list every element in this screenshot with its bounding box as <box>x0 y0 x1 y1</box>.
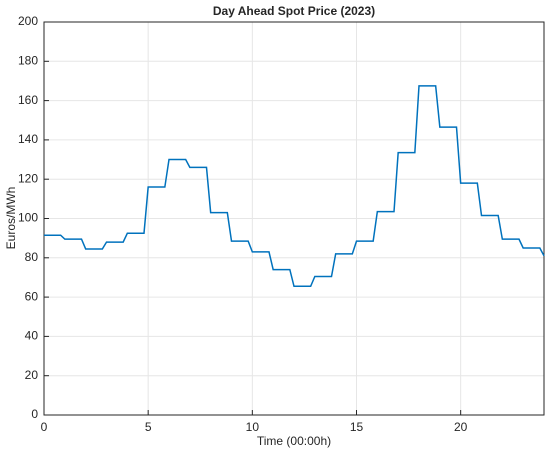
x-tick-label: 5 <box>145 420 152 434</box>
y-tick-label: 140 <box>18 132 38 146</box>
y-tick-label: 200 <box>18 14 38 28</box>
y-tick-label: 100 <box>18 211 38 225</box>
y-tick-label: 120 <box>18 171 38 185</box>
y-axis-label: Euros/MWh <box>4 187 18 250</box>
y-tick-label: 0 <box>31 407 38 421</box>
line-series <box>44 85 545 288</box>
y-tick-label: 180 <box>18 53 38 67</box>
chart-title: Day Ahead Spot Price (2023) <box>213 4 375 18</box>
y-tick-label: 60 <box>25 289 39 303</box>
x-tick-label: 20 <box>454 420 468 434</box>
y-tick-label: 80 <box>25 250 39 264</box>
x-tick-label: 10 <box>246 420 260 434</box>
y-tick-label: 160 <box>18 93 38 107</box>
plot-frame <box>43 21 545 416</box>
x-tick-label: 0 <box>41 420 48 434</box>
y-tick-label: 20 <box>25 368 39 382</box>
x-axis-label: Time (00:00h) <box>257 434 331 448</box>
x-tick-label: 15 <box>350 420 364 434</box>
y-tick-label: 40 <box>25 329 39 343</box>
